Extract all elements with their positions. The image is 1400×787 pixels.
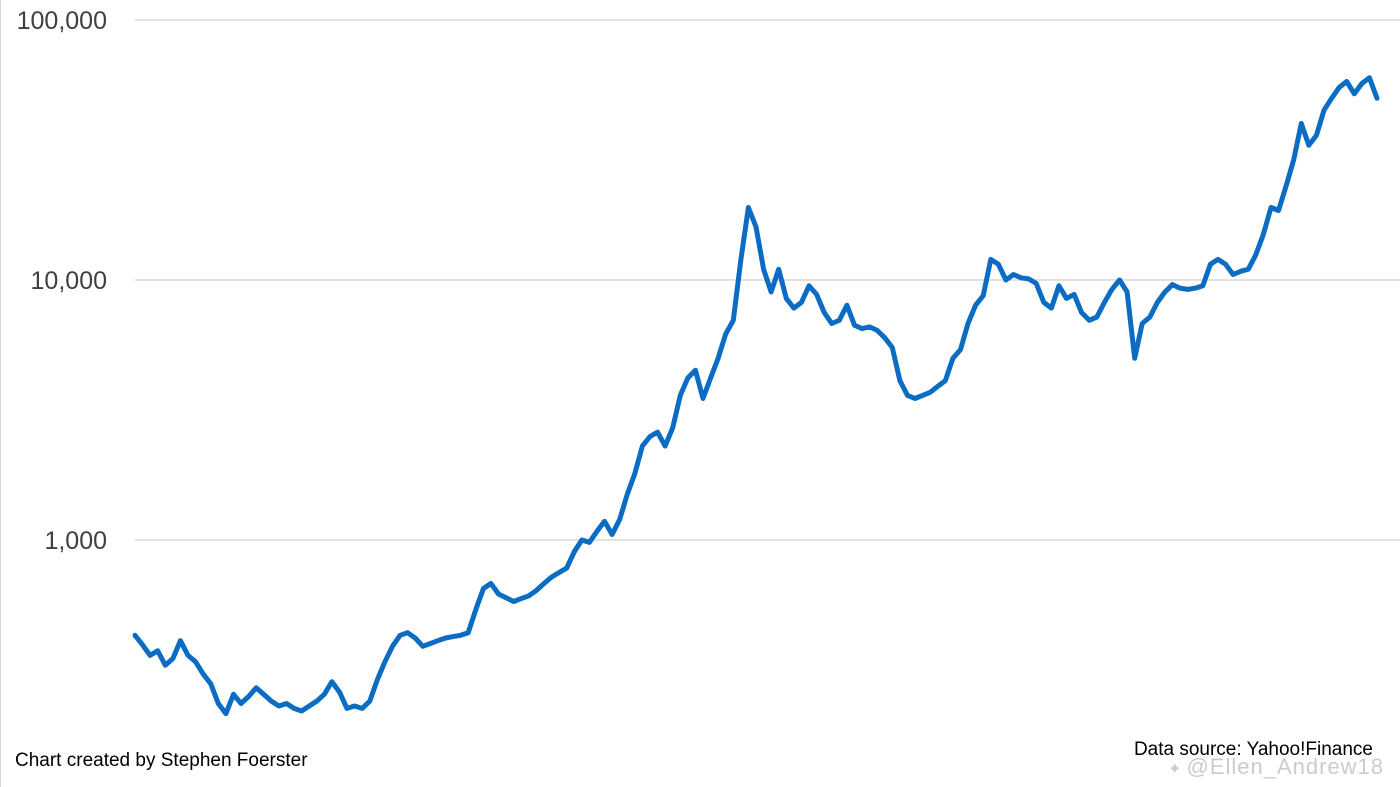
watermark: ✦ @Ellen_Andrew18	[1168, 754, 1384, 780]
series-line	[132, 75, 1380, 717]
y-tick-labels: 1,000 10,000 100,000	[17, 7, 107, 555]
y-tick-label: 100,000	[17, 7, 107, 35]
watermark-text: @Ellen_Andrew18	[1186, 754, 1384, 779]
y-tick-label: 1,000	[44, 527, 107, 555]
data-source: Data source: Yahoo!Finance	[1133, 739, 1373, 760]
sparkle-icon: ✦	[1168, 761, 1183, 778]
chart-credit: Chart created by Stephen Foerster	[15, 750, 308, 771]
y-tick-label: 10,000	[31, 267, 107, 295]
